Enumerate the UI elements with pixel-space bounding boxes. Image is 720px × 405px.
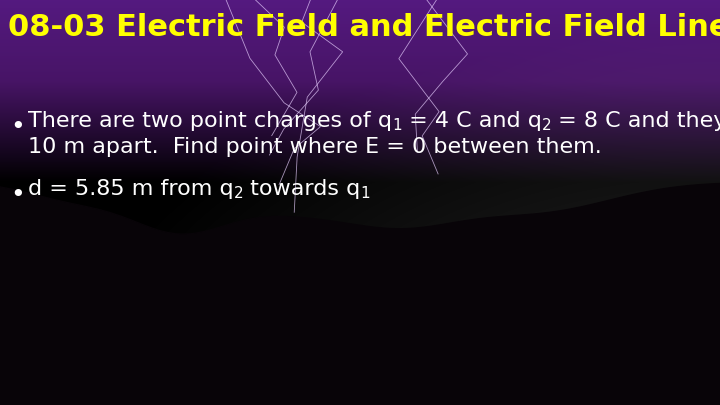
Text: 08-03 Electric Field and Electric Field Lines: 08-03 Electric Field and Electric Field … <box>8 13 720 41</box>
Text: •: • <box>10 115 24 139</box>
Text: 2: 2 <box>541 118 551 133</box>
Text: 1: 1 <box>361 186 370 201</box>
Text: = 4 C and q: = 4 C and q <box>402 111 541 131</box>
Text: 10 m apart.  Find point where E = 0 between them.: 10 m apart. Find point where E = 0 betwe… <box>28 137 602 157</box>
Text: = 8 C and they are: = 8 C and they are <box>551 111 720 131</box>
Text: 1: 1 <box>392 118 402 133</box>
Text: 2: 2 <box>233 186 243 201</box>
Text: •: • <box>10 183 24 207</box>
Text: d = 5.85 m from q: d = 5.85 m from q <box>28 179 233 199</box>
Text: There are two point charges of q: There are two point charges of q <box>28 111 392 131</box>
Text: towards q: towards q <box>243 179 361 199</box>
